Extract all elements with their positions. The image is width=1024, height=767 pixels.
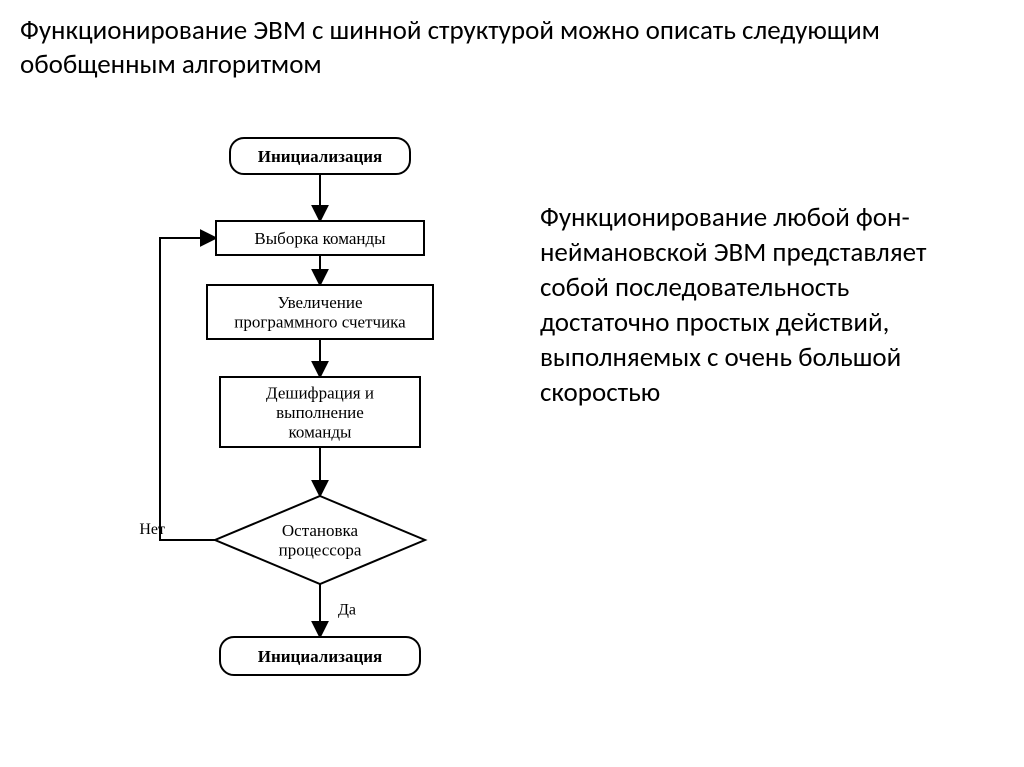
flowchart-container: Да Нет Инициализация Выборка команды Увеличе… [120,120,520,760]
node-label: Увеличение [277,293,362,312]
flowchart-node: Инициализация [220,637,420,675]
edge-label: Да [338,602,356,619]
node-label: Инициализация [258,647,383,666]
node-label: Дешифрация и [266,383,374,402]
flowchart-node: Инициализация [230,138,410,174]
flowchart-svg: Да Нет Инициализация Выборка команды Увеличе… [120,120,520,760]
edge-label: Нет [139,521,165,538]
flowchart-node: Увеличениепрограммного счетчика [207,285,433,339]
page-description: Функционирование любой фон-неймановской … [540,200,980,411]
node-label: выполнение [276,403,364,422]
flowchart-node: Дешифрация ивыполнениекоманды [220,377,420,447]
flowchart-node: Выборка команды [216,221,424,255]
node-label: команды [289,422,353,441]
page-heading: Функционирование ЭВМ с шинной структурой… [20,14,1000,82]
node-label: Остановка [282,521,359,540]
node-label: программного счетчика [234,313,406,332]
node-label: процессора [279,541,362,560]
node-label: Инициализация [258,147,383,166]
flowchart-node: Остановкапроцессора [215,496,425,584]
node-label: Выборка команды [254,229,386,248]
